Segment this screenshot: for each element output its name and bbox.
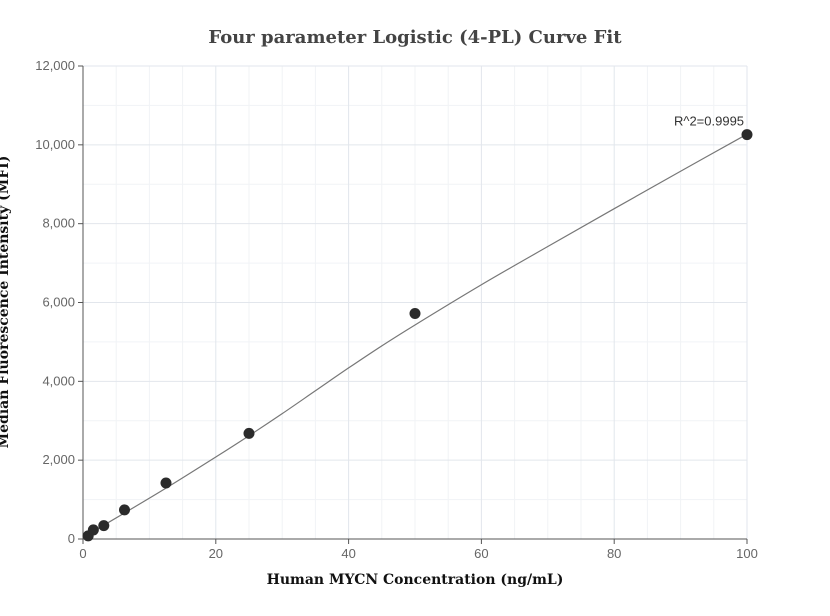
axes [78,65,748,544]
x-axis-title: Human MYCN Concentration (ng/mL) [267,572,564,588]
major-grid [83,65,748,539]
x-tick-label: 0 [79,546,86,561]
y-axis-title: Median Fluorescence Intensity (MFI) [0,156,12,449]
data-point [741,129,753,141]
y-tick-labels: 0 2,000 4,000 6,000 8,000 10,000 12,000 [35,58,75,546]
data-point [160,477,172,489]
annotations: R^2=0.9995 [674,114,744,129]
data-point [87,524,99,536]
y-tick-label: 10,000 [35,137,75,152]
x-tick-label: 80 [607,546,621,561]
y-tick-label: 8,000 [42,216,75,231]
x-tick-label: 20 [209,546,223,561]
data-point [409,308,421,320]
y-tick-label: 12,000 [35,58,75,73]
r-squared-annotation: R^2=0.9995 [674,114,744,129]
y-tick-label: 6,000 [42,295,75,310]
chart-title: Four parameter Logistic (4-PL) Curve Fit [208,27,622,48]
data-point [243,427,255,439]
y-tick-label: 4,000 [42,373,75,388]
x-tick-label: 100 [736,546,758,561]
data-point [119,504,130,516]
y-tick-label: 0 [68,531,75,546]
x-tick-labels: 0 20 40 60 80 100 [79,546,757,561]
x-tick-label: 60 [474,546,488,561]
x-tick-label: 40 [341,546,355,561]
data-points [82,129,753,542]
data-point [98,520,110,532]
y-tick-label: 2,000 [42,452,75,467]
